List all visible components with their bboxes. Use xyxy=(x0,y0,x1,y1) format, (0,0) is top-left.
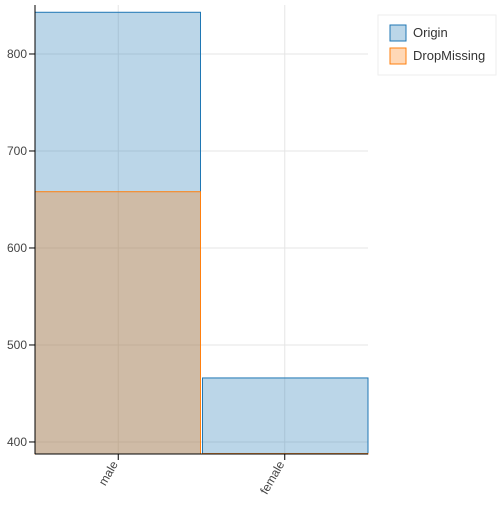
y-tick-label: 600 xyxy=(7,241,27,255)
bar xyxy=(203,378,369,454)
legend-label: Origin xyxy=(413,25,448,40)
y-tick-label: 800 xyxy=(7,47,27,61)
y-tick-label: 400 xyxy=(7,435,27,449)
x-tick-label: female xyxy=(257,458,287,496)
x-tick-label: male xyxy=(96,458,121,488)
legend-box xyxy=(378,15,496,75)
y-tick-label: 500 xyxy=(7,338,27,352)
legend-swatch xyxy=(390,25,406,41)
legend: Origin DropMissing xyxy=(378,15,496,75)
legend-label: DropMissing xyxy=(413,48,485,63)
legend-swatch xyxy=(390,48,406,64)
y-tick-label: 700 xyxy=(7,144,27,158)
bar xyxy=(35,192,201,454)
